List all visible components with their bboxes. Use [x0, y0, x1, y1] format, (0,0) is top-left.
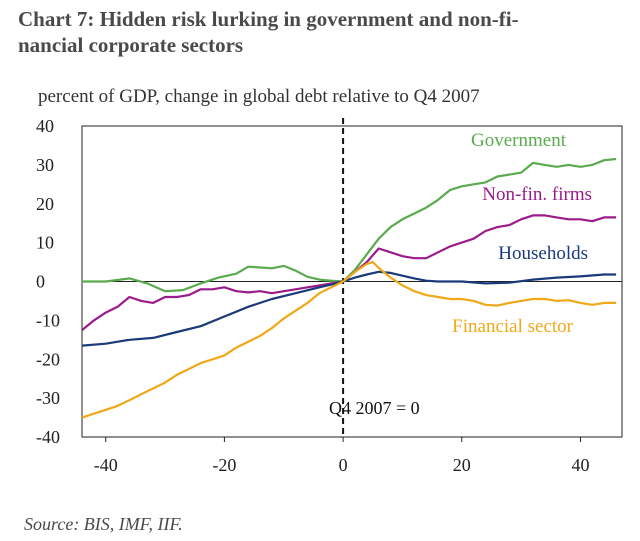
y-tick-label: 0: [36, 272, 45, 292]
series-label-government: Government: [471, 130, 567, 151]
chart-title-line-1: Chart 7: Hidden risk lurking in governme…: [18, 7, 519, 31]
chart-title: Chart 7: Hidden risk lurking in governme…: [18, 6, 633, 58]
chart-subtitle: percent of GDP, change in global debt re…: [38, 86, 480, 107]
labels-group: 40 30 20 10 0 -10 -20 -30 -40 -40 -20 0 20 40 Governme…: [36, 116, 592, 475]
x-tick-label: 40: [571, 455, 589, 475]
x-tick-label: 20: [453, 455, 471, 475]
y-tick-label: -30: [36, 388, 60, 408]
source-note: Source: BIS, IMF, IIF.: [24, 514, 183, 534]
series-label-non-fin-firms: Non-fin. firms: [482, 184, 592, 205]
series-line-financial-sector: [81, 261, 617, 419]
series-label-households: Households: [498, 243, 588, 264]
x-tick-label: -40: [94, 455, 118, 475]
series-line-non-fin-firms: [81, 214, 617, 331]
annotation-q4-2007: Q4 2007 = 0: [329, 398, 420, 418]
y-tick-label: 40: [36, 116, 54, 136]
series-group: [81, 157, 617, 419]
y-tick-label: -10: [36, 310, 60, 330]
y-tick-label: 20: [36, 194, 54, 214]
series-label-financial-sector: Financial sector: [452, 316, 573, 337]
series-line-households: [81, 270, 617, 347]
y-tick-label: 10: [36, 233, 54, 253]
chart-title-line-2: nancial corporate sectors: [18, 33, 244, 57]
y-tick-label: 30: [36, 155, 54, 175]
series-line-government: [82, 157, 617, 293]
x-tick-label: -20: [212, 455, 236, 475]
y-tick-label: -20: [36, 349, 60, 369]
y-tick-label: -40: [36, 427, 60, 447]
x-tick-label: 0: [339, 455, 348, 475]
